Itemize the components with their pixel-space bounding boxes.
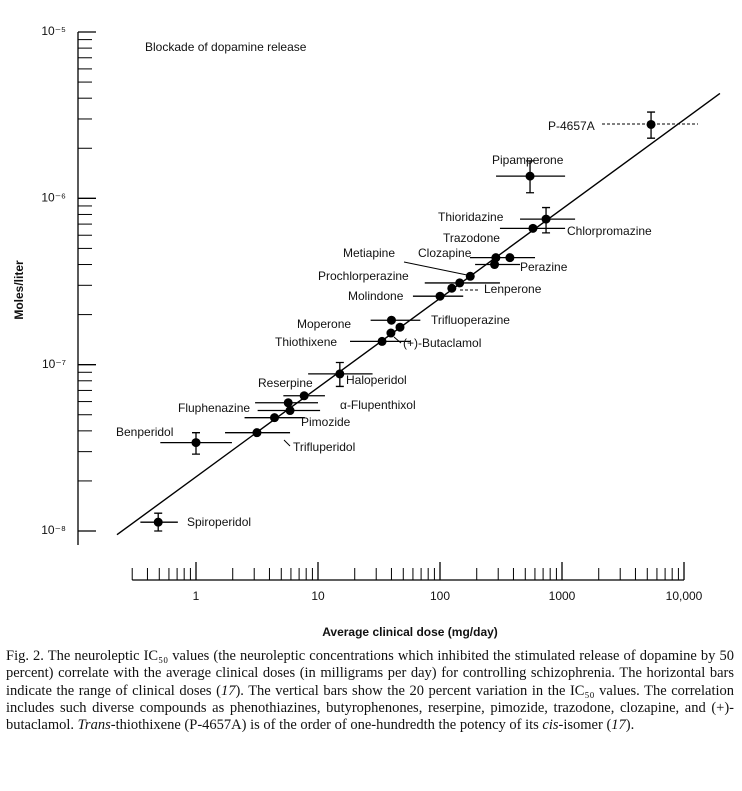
y-tick-label: 10⁻⁶ — [41, 191, 66, 205]
y-axis-label: Moles/liter — [12, 260, 26, 320]
caption-text: -thiothixene (P-4657A) is of the order o… — [110, 717, 543, 734]
point-label: Trifluperidol — [293, 440, 355, 454]
caption-text: -isomer ( — [558, 717, 612, 734]
chart-title: Blockade of dopamine release — [145, 40, 307, 54]
point-label: Clozapine — [418, 246, 472, 260]
x-axis-label: Average clinical dose (mg/day) — [322, 625, 498, 639]
data-point — [465, 271, 475, 281]
data-point — [153, 517, 163, 527]
chart: Blockade of dopamine release Moles/liter… — [12, 24, 721, 639]
caption-text: 17 — [611, 717, 626, 734]
data-point — [270, 413, 280, 423]
point-label: Pipamperone — [492, 153, 564, 167]
data-point — [395, 322, 405, 332]
point-label: Chlorpromazine — [567, 224, 652, 238]
data-point — [335, 369, 345, 379]
caption-text: 17 — [220, 682, 236, 699]
data-point — [435, 291, 445, 301]
x-tick-label: 1000 — [549, 589, 576, 603]
y-tick-label: 10⁻⁵ — [41, 24, 66, 38]
data-point — [541, 214, 551, 224]
data-point — [386, 328, 396, 338]
caption-text: Fig. 2. The neuroleptic IC₅₀ values (the… — [6, 648, 734, 699]
point-label: Thiothixene — [275, 335, 337, 349]
point-label: P-4657A — [548, 119, 595, 133]
data-point — [252, 428, 262, 438]
data-point — [283, 398, 293, 408]
point-label: Moperone — [297, 317, 351, 331]
data-point — [528, 223, 538, 233]
point-label: Fluphenazine — [178, 401, 250, 415]
point-label: (+)-Butaclamol — [403, 336, 481, 350]
caption-text: Trans — [77, 717, 111, 734]
point-label: Benperidol — [116, 425, 173, 439]
data-point — [299, 391, 309, 401]
data-point — [285, 406, 295, 416]
data-point — [646, 119, 656, 129]
caption: Fig. 2. The neuroleptic IC₅₀ values (the… — [6, 648, 734, 734]
data-point — [447, 283, 457, 293]
data-point — [505, 253, 515, 263]
data-point — [386, 315, 396, 325]
point-label: Thioridazine — [438, 210, 504, 224]
data-point — [525, 171, 535, 181]
data-point — [191, 438, 201, 448]
point-label: Lenperone — [484, 282, 542, 296]
point-label: Prochlorperazine — [318, 269, 409, 283]
point-label: Metiapine — [343, 246, 395, 260]
y-tick-label: 10⁻⁷ — [42, 357, 66, 371]
data-point — [491, 253, 501, 263]
caption-text: ). — [625, 717, 635, 734]
leader-line — [283, 439, 291, 447]
x-tick-label: 10 — [311, 589, 325, 603]
point-label: Spiroperidol — [187, 515, 251, 529]
x-tick-label: 10,000 — [666, 589, 703, 603]
data-point — [377, 336, 387, 346]
caption-text: ). The vertical bars show the 20 percent… — [6, 682, 734, 734]
point-label: Haloperidol — [346, 373, 407, 387]
y-tick-label: 10⁻⁸ — [41, 523, 66, 537]
x-tick-label: 100 — [430, 589, 450, 603]
point-label: Trifluoperazine — [431, 313, 510, 327]
point-label: Perazine — [520, 260, 568, 274]
data-point — [455, 278, 465, 288]
data-point — [490, 260, 500, 270]
fit-line — [116, 92, 721, 536]
leader-line — [403, 261, 468, 276]
point-label: Molindone — [348, 289, 404, 303]
point-label: Pimozide — [301, 415, 351, 429]
point-label: Reserpine — [258, 376, 313, 390]
caption-text: cis — [542, 717, 559, 734]
point-label: α-Flupenthixol — [340, 398, 416, 412]
x-tick-label: 1 — [193, 589, 200, 603]
point-label: Trazodone — [443, 231, 500, 245]
leader-line — [393, 336, 402, 344]
